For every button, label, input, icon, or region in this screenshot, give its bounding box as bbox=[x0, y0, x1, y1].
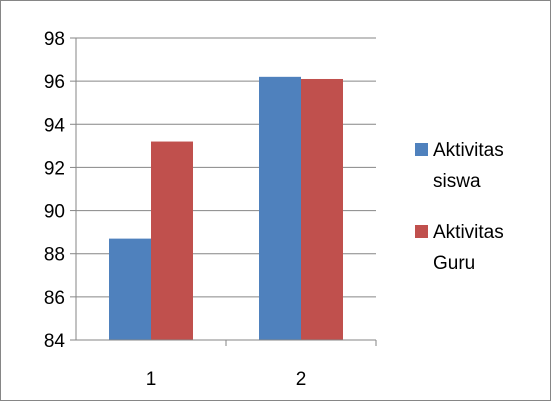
bar-guru-2 bbox=[301, 78, 343, 340]
legend-swatch-siswa bbox=[415, 143, 428, 156]
x-tick-label: 1 bbox=[146, 369, 157, 390]
y-tick-label: 98 bbox=[44, 29, 65, 50]
legend-label-line: Guru bbox=[433, 253, 475, 274]
y-tick-label: 92 bbox=[44, 158, 65, 179]
y-tick-label: 94 bbox=[44, 115, 66, 136]
y-tick-label: 86 bbox=[44, 288, 65, 309]
y-tick-label: 90 bbox=[44, 202, 65, 223]
legend: Aktivitas siswa Aktivitas Guru bbox=[415, 140, 504, 274]
bar-siswa-2 bbox=[259, 76, 301, 340]
y-tick-label: 96 bbox=[44, 72, 65, 93]
bar-guru-1 bbox=[151, 141, 193, 340]
x-tick-label: 2 bbox=[296, 369, 307, 390]
axes bbox=[70, 37, 377, 346]
bar-siswa-1 bbox=[109, 238, 151, 340]
y-tick-label: 88 bbox=[44, 245, 65, 266]
legend-swatch-guru bbox=[415, 225, 428, 238]
legend-label-siswa: Aktivitas siswa bbox=[433, 140, 504, 192]
legend-label-line: siswa bbox=[433, 171, 481, 192]
legend-label-line: Aktivitas bbox=[433, 222, 504, 243]
legend-label-guru: Aktivitas Guru bbox=[433, 222, 504, 274]
y-tick-label: 84 bbox=[44, 331, 66, 352]
legend-label-line: Aktivitas bbox=[433, 140, 504, 161]
bars bbox=[109, 76, 343, 340]
y-tick-labels: 98 96 94 92 90 88 86 84 bbox=[44, 29, 66, 352]
